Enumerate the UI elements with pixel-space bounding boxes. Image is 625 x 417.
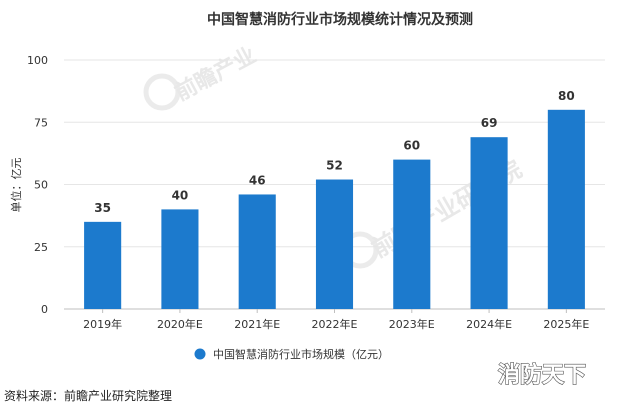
x-tick-label: 2024年E [466,317,512,331]
y-tick-label: 0 [41,303,48,316]
source-note: 资料来源：前瞻产业研究院整理 [4,388,172,403]
bar [238,194,276,309]
x-tick-label: 2020年E [157,317,203,331]
data-label: 60 [403,139,420,153]
x-tick-label: 2022年E [312,317,358,331]
bar [161,209,199,309]
data-label: 35 [94,201,111,215]
data-label: 52 [326,159,343,173]
y-tick-label: 75 [34,116,48,129]
x-tick-label: 2019年 [83,317,122,331]
bar [393,159,431,309]
watermark-logo-icon [143,73,181,111]
chart-title: 中国智慧消防行业市场规模统计情况及预测 [207,11,473,28]
data-label: 80 [558,89,575,103]
watermark-text-1: 前瞻产业 [171,42,261,106]
x-axis-ticks: 2019年 2020年E 2021年E 2022年E 2023年E 2024年E 2025年… [83,309,589,331]
legend-marker [194,348,206,360]
x-tick-label: 2023年E [389,317,435,331]
bar [315,179,354,309]
bar [470,137,508,309]
bars [84,109,585,309]
data-label: 46 [249,173,266,187]
data-labels: 35 40 46 52 60 69 80 [94,89,574,215]
data-label: 69 [481,116,498,130]
data-label: 40 [172,188,189,202]
bar [547,109,585,309]
y-axis-label: 单位：亿元 [9,158,23,213]
y-axis-ticks: 0 25 50 75 100 [27,54,48,316]
brand-stamp: 消防天下 [498,363,586,388]
y-tick-label: 25 [34,241,48,254]
bar [84,221,122,309]
y-tick-label: 100 [27,54,48,67]
x-tick-label: 2025年E [543,317,589,331]
legend: 中国智慧消防行业市场规模（亿元） [194,347,389,361]
legend-label: 中国智慧消防行业市场规模（亿元） [213,347,389,361]
y-tick-label: 50 [34,179,48,192]
x-tick-label: 2021年E [234,317,280,331]
